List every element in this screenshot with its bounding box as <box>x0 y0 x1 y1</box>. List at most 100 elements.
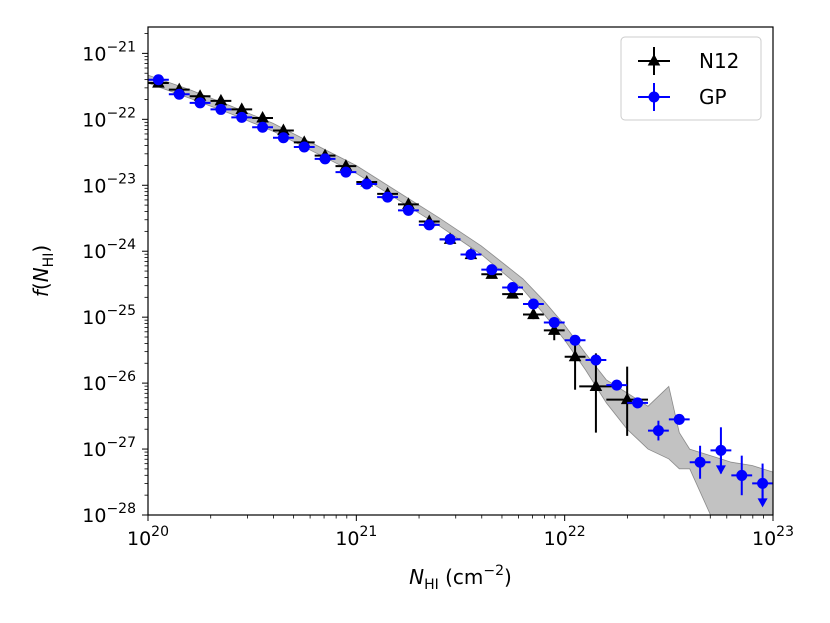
gp-data-point <box>648 420 669 441</box>
y-tick-label: 10−24 <box>82 237 136 263</box>
legend-label-gp: GP <box>699 85 727 109</box>
n12-data-point <box>579 353 613 433</box>
circle-marker <box>465 249 477 261</box>
circle-marker <box>277 132 289 144</box>
circle-marker <box>673 413 685 425</box>
triangle-marker <box>547 323 561 335</box>
gp-data-point <box>752 463 773 508</box>
circle-marker <box>257 121 269 133</box>
x-axis-label-units-exponent: −2 <box>483 563 504 579</box>
data-series-group <box>148 74 773 508</box>
legend-triangle-marker <box>647 54 661 66</box>
gp-data-point <box>668 413 690 425</box>
y-axis-label-symbol: N <box>29 267 53 282</box>
circle-marker <box>611 379 623 391</box>
x-axis-label-units: (cm <box>439 565 484 589</box>
n12-data-point <box>523 307 544 320</box>
y-tick-label: 10−21 <box>82 39 136 65</box>
gp-data-point <box>439 233 461 245</box>
triangle-marker <box>620 392 634 405</box>
circle-marker <box>444 233 456 245</box>
circle-marker <box>361 178 373 190</box>
n12-data-point <box>210 93 232 106</box>
series-gp <box>148 74 773 508</box>
gp-data-point <box>231 111 253 123</box>
legend-box <box>620 36 762 121</box>
legend: N12 GP <box>620 36 762 121</box>
gp-data-point <box>377 191 398 203</box>
circle-marker <box>423 219 435 231</box>
gp-data-point <box>606 379 628 391</box>
y-tick-label: 10−28 <box>82 501 136 527</box>
circle-marker <box>548 316 560 328</box>
axis-labels-group: NHI (cm−2) f(NHI) <box>29 245 512 593</box>
circle-marker <box>486 264 498 276</box>
y-tick-label: 10−22 <box>82 105 136 131</box>
circle-marker <box>569 334 581 346</box>
upper-limit-arrow-head <box>757 498 768 508</box>
circle-marker <box>507 281 519 293</box>
gp-data-point <box>293 141 315 153</box>
y-axis-label: f(NHI) <box>29 245 57 297</box>
y-axis-label-close-paren: ) <box>29 245 53 253</box>
triangle-marker <box>235 102 249 114</box>
axis-ticks-group: 1020 1021 1022 1023 10−21 10−22 10−23 10−24 10−2… <box>82 33 794 550</box>
y-axis-label-subscript: HI <box>41 253 57 268</box>
gp-data-point <box>210 103 232 115</box>
triangle-marker <box>527 307 540 320</box>
triangle-marker <box>568 349 582 362</box>
circle-marker <box>757 477 769 489</box>
gp-data-point <box>418 219 440 231</box>
legend-circle-marker <box>648 91 660 103</box>
triangle-marker <box>256 111 269 123</box>
x-tick-label: 1023 <box>752 524 794 550</box>
circle-marker <box>236 111 248 123</box>
circle-marker <box>715 444 727 456</box>
x-axis-label-symbol: N <box>409 565 424 589</box>
n12-data-point <box>231 102 253 114</box>
gp-data-point <box>481 264 503 276</box>
x-tick-label: 1021 <box>335 524 377 550</box>
gp-data-point <box>314 153 336 165</box>
legend-entry-n12 <box>638 47 670 75</box>
circle-marker <box>152 74 164 86</box>
y-tick-label: 10−23 <box>82 171 136 197</box>
circle-marker <box>632 397 644 409</box>
gp-data-point <box>460 249 482 261</box>
circle-marker <box>298 141 310 153</box>
gp-data-point <box>710 427 732 475</box>
gp-data-point <box>273 132 294 144</box>
gp-data-point <box>148 74 169 86</box>
y-tick-label: 10−25 <box>82 303 136 329</box>
circle-marker <box>590 354 602 366</box>
legend-label-n12: N12 <box>699 49 739 73</box>
circle-marker <box>736 469 748 481</box>
y-axis-label-open-paren: ( <box>29 282 53 290</box>
y-axis-label-function: f <box>29 287 53 297</box>
circle-marker <box>173 88 185 100</box>
y-tick-label: 10−26 <box>82 369 136 395</box>
upper-limit-arrow-head <box>715 465 726 475</box>
gp-data-point <box>252 121 273 133</box>
y-tick-label: 10−27 <box>82 435 136 461</box>
gp-data-point <box>585 354 607 366</box>
gp-data-point <box>543 316 565 328</box>
gp-data-point <box>189 97 211 109</box>
gp-data-point <box>356 178 378 190</box>
circle-marker <box>382 191 394 203</box>
n12-data-point <box>273 123 294 136</box>
gp-data-point <box>627 397 648 409</box>
circle-marker <box>340 166 352 178</box>
gp-data-point <box>523 298 544 310</box>
circle-marker <box>215 103 227 115</box>
gp-data-point <box>564 334 586 346</box>
x-axis-label: NHI (cm−2) <box>409 563 512 593</box>
circle-marker <box>694 456 706 468</box>
circle-marker <box>652 425 664 437</box>
gp-data-point <box>398 204 419 216</box>
gp-data-point <box>731 455 753 496</box>
triangle-marker <box>589 379 603 391</box>
circle-marker <box>319 153 331 165</box>
x-axis-label-units-close: ) <box>504 565 512 589</box>
